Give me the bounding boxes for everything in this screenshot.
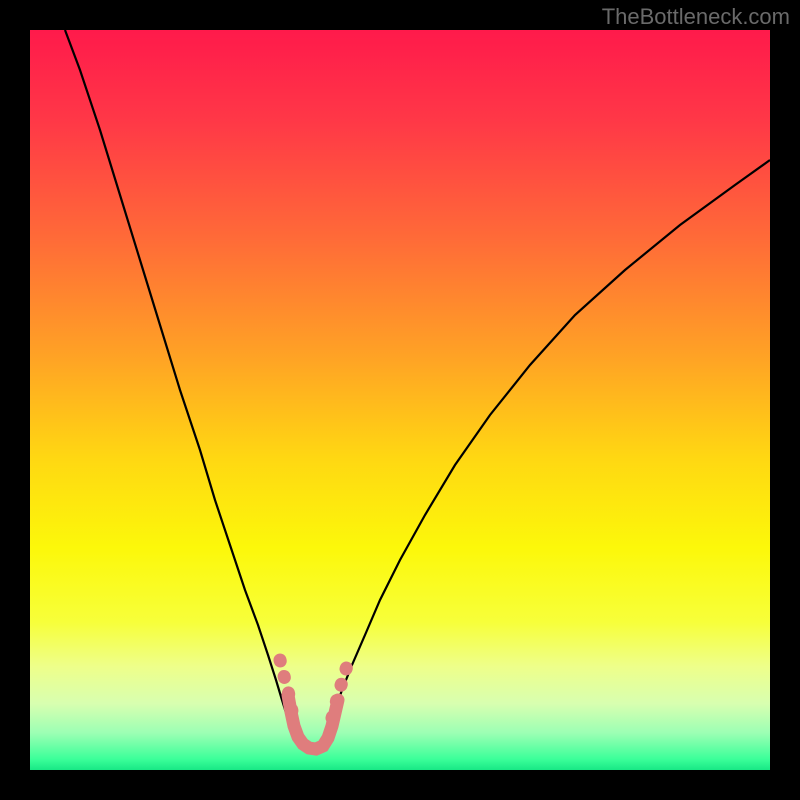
bottleneck-chart: [0, 0, 800, 800]
watermark-text: TheBottleneck.com: [602, 4, 790, 30]
chart-container: TheBottleneck.com: [0, 0, 800, 800]
chart-gradient-background: [30, 30, 770, 770]
